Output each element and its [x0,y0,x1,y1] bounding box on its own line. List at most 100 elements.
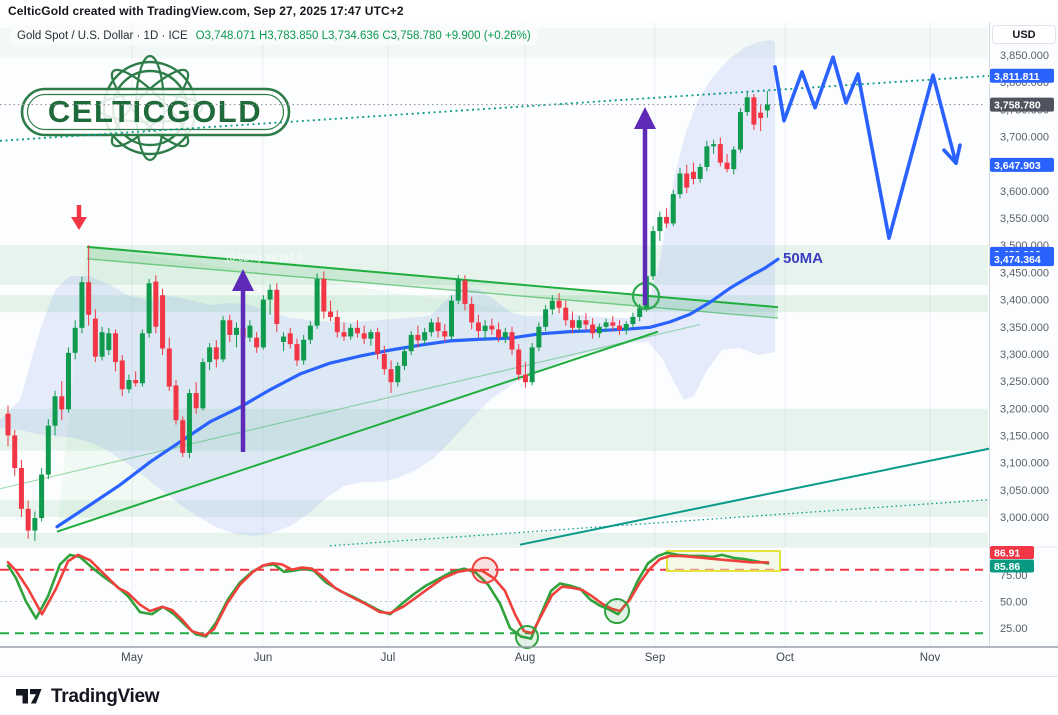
candle-body [186,393,192,453]
candle-body [731,149,737,170]
candle-body [59,396,65,410]
candle-body [737,112,743,150]
volatility-cloud [0,40,775,536]
candle-body [475,322,481,332]
candle-body [522,374,528,383]
teal-dotted-top[interactable] [0,74,991,142]
candle-body [563,307,569,321]
candle-body [32,518,38,531]
candle-body [381,353,387,370]
candle-body [361,333,367,339]
candle-body [408,334,414,352]
candle-body [72,327,78,353]
candle-body [462,280,468,304]
time-tick[interactable]: Aug [515,652,535,664]
upper-descending[interactable] [86,245,779,309]
candle-body [328,311,334,317]
candle-body [422,332,428,341]
ma50-line[interactable] [55,257,780,529]
time-tick[interactable]: Jul [381,652,396,664]
candle-body [677,173,683,195]
symbol-name[interactable]: Gold Spot / U.S. Dollar · 1D · ICE [17,29,188,42]
triangle-fill [57,246,658,532]
candle-body [596,326,602,334]
candle-body [133,380,139,384]
teal-solid[interactable] [519,447,991,546]
candle-body [690,171,696,179]
tradingview-brand-text[interactable]: TradingView [51,685,160,707]
candle-body [334,316,340,333]
purple-up-arrow-1-head[interactable] [232,269,254,291]
lower-ascending[interactable] [56,330,659,533]
candle-body [623,324,629,331]
price-tick: 3,400.000 [1000,295,1049,307]
red-down-arrow-head[interactable] [71,217,87,230]
ohlc-values: O3,748.071 H3,783.850 L3,734.636 C3,758.… [195,29,531,42]
candle-body [65,352,71,410]
candle-body [435,322,441,332]
trend-strip-fill [87,246,778,319]
candle-body [428,322,434,333]
candle-body [482,325,488,332]
support-zone [0,295,988,313]
candle-body [442,331,448,337]
upper-descending-inner[interactable] [86,258,779,319]
title-bar: CelticGold created with TradingView.com,… [0,0,1058,22]
time-tick[interactable]: Sep [645,652,665,664]
candle-body [630,316,636,325]
candle-body [650,231,656,277]
time-tick[interactable]: Oct [776,652,795,664]
candle-body [79,282,85,328]
currency-button[interactable]: USD [992,25,1056,44]
oscillator-circle-annotation[interactable] [604,598,630,625]
price-badge [990,157,1054,172]
watermark-text: CELTICGOLD [48,94,262,129]
candle-body [227,320,233,335]
oscillator-signal-red [6,553,770,637]
oscillator-circle-annotation[interactable] [515,625,539,650]
support-zone [0,500,988,517]
candle-body [106,333,112,351]
candle-body [207,347,213,363]
candle-body [449,300,455,337]
oscillator-badge-label: 85.86 [994,561,1020,573]
candle-body [529,347,535,383]
candle-body [294,344,300,361]
candle-body [119,360,125,390]
ma50-label: 50MA [783,250,823,267]
candle-body [610,322,616,326]
candle-body [321,278,327,312]
candle-body [160,295,166,349]
candle-body [724,162,730,170]
symbol-legend[interactable]: Gold Spot / U.S. Dollar · 1D · ICE O3,74… [10,26,538,45]
chart-canvas[interactable]: CELTICGOLD (0.62%) 33,151.5 50MA 3,850.000 3… [0,22,1058,676]
oscillator-badge [990,546,1034,559]
candle-body [576,320,582,328]
time-tick[interactable]: Jun [254,652,273,664]
page-title: CelticGold created with TradingView.com,… [8,4,404,18]
candle-body [113,333,119,363]
price-badge [990,252,1054,267]
price-tick: 3,300.000 [1000,349,1049,361]
time-tick[interactable]: May [121,652,143,664]
lower-ascending-faint[interactable] [0,323,701,490]
oscillator-circle-annotation[interactable] [471,556,499,584]
candle-body [549,300,555,310]
candle-body [395,365,401,383]
purple-up-arrow-2-head[interactable] [634,107,656,129]
price-badge-label: 3,647.903 [994,160,1041,172]
price-badge-label: 3,474.364 [994,254,1041,266]
candle-body [213,347,219,360]
time-tick[interactable]: Nov [920,652,941,664]
oscillator-tick: 25.00 [1000,623,1028,635]
tradingview-logo-icon[interactable] [15,687,43,707]
candle-body [455,278,461,301]
projection-zigzag[interactable] [773,55,958,240]
candle-body [200,362,206,409]
candle-body [509,332,515,350]
candle-body [99,332,105,357]
candle-body [173,385,179,421]
price-tick: 3,700.000 [1000,132,1049,144]
candle-body [193,393,199,409]
